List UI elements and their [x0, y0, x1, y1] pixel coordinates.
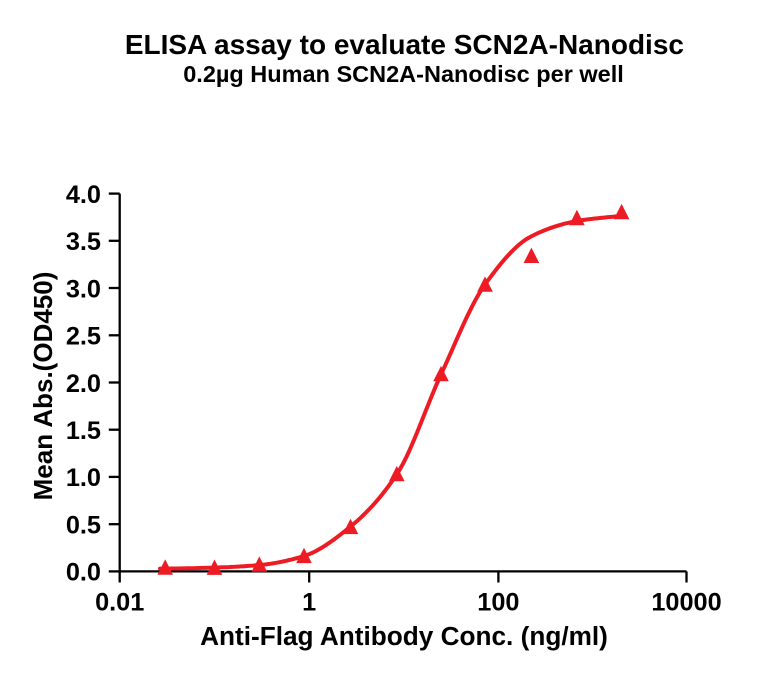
svg-text:0.0: 0.0: [66, 559, 101, 587]
svg-text:0.01: 0.01: [95, 589, 144, 617]
svg-text:0.2µg Human SCN2A-Nanodisc per: 0.2µg Human SCN2A-Nanodisc per well: [183, 61, 624, 87]
svg-text:2.0: 2.0: [66, 370, 101, 398]
svg-text:100: 100: [477, 589, 519, 617]
svg-text:Anti-Flag Antibody Conc. (ng/m: Anti-Flag Antibody Conc. (ng/ml): [200, 621, 608, 651]
svg-text:1.5: 1.5: [66, 417, 101, 445]
svg-text:3.0: 3.0: [66, 275, 101, 303]
svg-text:0.5: 0.5: [66, 512, 101, 540]
svg-text:10000: 10000: [651, 589, 721, 617]
svg-text:ELISA assay to evaluate SCN2A-: ELISA assay to evaluate SCN2A-Nanodisc: [125, 29, 684, 60]
svg-text:1: 1: [302, 589, 316, 617]
svg-text:3.5: 3.5: [66, 228, 101, 256]
svg-text:Mean Abs.(OD450): Mean Abs.(OD450): [28, 272, 58, 501]
svg-text:4.0: 4.0: [66, 181, 101, 209]
svg-text:2.5: 2.5: [66, 323, 101, 351]
svg-text:1.0: 1.0: [66, 464, 101, 492]
